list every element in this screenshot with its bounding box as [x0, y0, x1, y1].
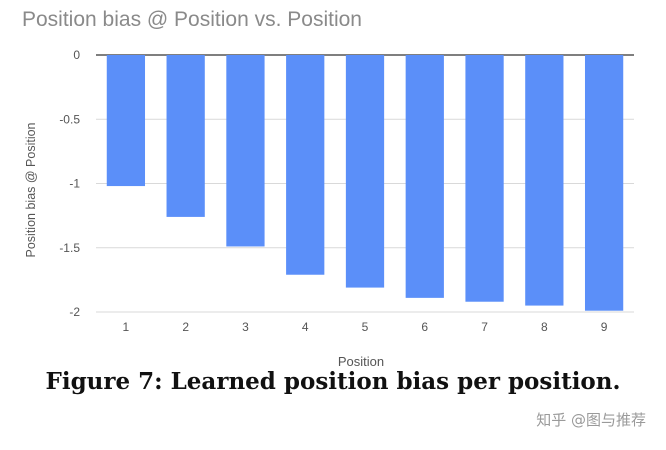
y-tick-label: -1 — [69, 177, 80, 191]
y-tick-label: 0 — [73, 48, 80, 62]
x-tick-label: 3 — [242, 320, 249, 334]
bar-6 — [405, 55, 444, 298]
bar-5 — [345, 55, 385, 288]
bar-7 — [465, 55, 504, 302]
y-axis-label: Position bias @ Position — [24, 122, 38, 257]
y-tick-label: -2 — [69, 305, 80, 319]
bar-3 — [226, 55, 265, 247]
x-tick-label: 5 — [362, 320, 369, 334]
x-tick-label: 4 — [302, 320, 309, 334]
x-tick-labels: 1 2 3 4 5 6 7 8 9 — [123, 320, 608, 334]
x-tick-label: 2 — [182, 320, 189, 334]
bars — [106, 55, 624, 311]
bar-2 — [166, 55, 205, 217]
bar-4 — [286, 55, 325, 275]
chart-title: Position bias @ Position vs. Position — [22, 8, 362, 31]
x-tick-label: 1 — [123, 320, 130, 334]
watermark: 知乎 @图与推荐 — [536, 411, 646, 429]
bar-chart: 0 -0.5 -1 -1.5 -2 1 2 3 4 5 6 7 8 9 Position bias @ … — [24, 48, 634, 369]
bar-9 — [584, 55, 624, 311]
x-tick-label: 9 — [601, 320, 608, 334]
x-axis-label: Position — [338, 354, 384, 369]
y-tick-labels: 0 -0.5 -1 -1.5 -2 — [59, 48, 80, 319]
bar-8 — [525, 55, 564, 306]
figure-caption: Figure 7: Learned position bias per posi… — [45, 368, 621, 395]
x-tick-label: 8 — [541, 320, 548, 334]
bar-1 — [106, 55, 146, 187]
y-tick-label: -0.5 — [59, 112, 80, 126]
y-tick-label: -1.5 — [59, 241, 80, 255]
x-tick-label: 6 — [421, 320, 428, 334]
x-tick-label: 7 — [481, 320, 488, 334]
